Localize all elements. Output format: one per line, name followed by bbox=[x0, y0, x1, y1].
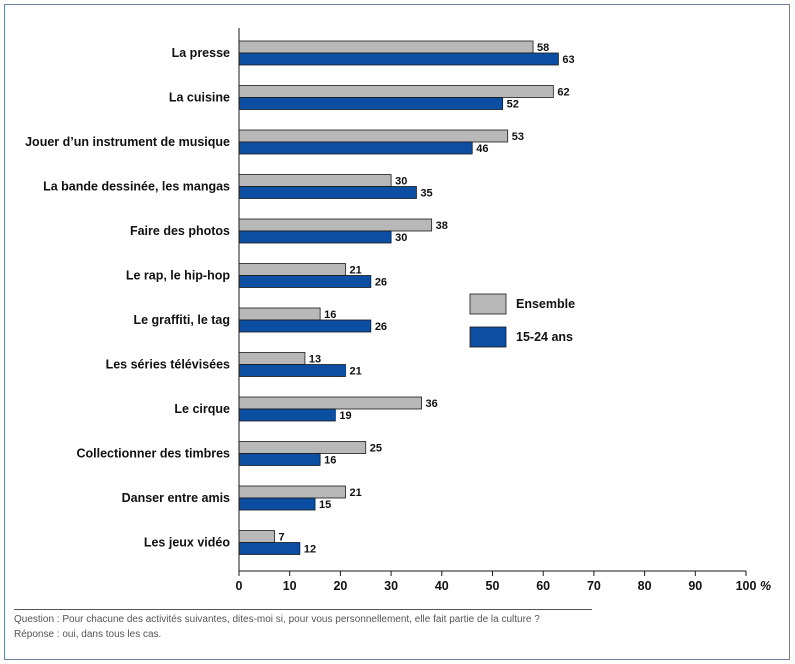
question-note: Question : Pour chacune des activités su… bbox=[14, 614, 540, 625]
bar-15-24 bbox=[238, 275, 372, 288]
data-label: 25 bbox=[370, 443, 382, 455]
data-label: 46 bbox=[476, 143, 488, 155]
data-label: 35 bbox=[420, 188, 432, 200]
data-label: 26 bbox=[375, 321, 387, 333]
data-label: 26 bbox=[375, 277, 387, 289]
category-label: Le rap, le hip-hop bbox=[126, 269, 231, 283]
legend: Ensemble 15-24 ans bbox=[469, 293, 575, 348]
data-label: 15 bbox=[319, 499, 331, 511]
x-tick-label: 50 bbox=[486, 579, 500, 593]
data-label: 21 bbox=[349, 487, 361, 499]
bar-ensemble bbox=[238, 396, 422, 410]
bar-15-24 bbox=[238, 542, 301, 555]
category-label: Danser entre amis bbox=[122, 491, 230, 505]
legend-swatch bbox=[469, 293, 507, 315]
category-label: Le cirque bbox=[174, 402, 230, 416]
bar-15-24 bbox=[238, 141, 473, 155]
bar-15-24 bbox=[238, 230, 392, 244]
x-tick-label: 20 bbox=[333, 579, 347, 593]
data-label: 30 bbox=[395, 232, 407, 244]
bar-15-24 bbox=[238, 97, 504, 110]
data-label: 12 bbox=[304, 544, 316, 556]
bar-15-24 bbox=[238, 52, 559, 66]
bar-15-24 bbox=[238, 453, 321, 466]
category-label: La presse bbox=[172, 46, 230, 60]
data-label: 21 bbox=[349, 366, 361, 378]
bar-ensemble bbox=[238, 441, 367, 454]
category-label: Les séries télévisées bbox=[106, 358, 230, 372]
x-tick-label: 90 bbox=[688, 579, 702, 593]
bar-ensemble bbox=[238, 174, 392, 187]
notes-divider bbox=[14, 609, 592, 610]
data-label: 21 bbox=[349, 265, 361, 277]
data-label: 38 bbox=[436, 220, 448, 232]
bar-15-24 bbox=[238, 319, 372, 333]
bar-ensemble bbox=[238, 40, 534, 54]
category-label: Jouer d’un instrument de musique bbox=[25, 135, 230, 149]
data-label: 63 bbox=[562, 54, 574, 66]
category-label: La cuisine bbox=[169, 91, 230, 105]
x-tick-label: 0 bbox=[236, 579, 243, 593]
category-label: La bande dessinée, les mangas bbox=[43, 180, 230, 194]
x-tick-label: 10 bbox=[283, 579, 297, 593]
notes: Question : Pour chacune des activités su… bbox=[14, 612, 714, 642]
x-tick-label: 60 bbox=[536, 579, 550, 593]
bar-ensemble bbox=[238, 218, 433, 232]
category-label: Faire des photos bbox=[130, 224, 230, 238]
data-label: 52 bbox=[507, 99, 519, 111]
category-label: Les jeux vidéo bbox=[144, 536, 231, 550]
bar-ensemble bbox=[238, 129, 509, 143]
legend-label: Ensemble bbox=[516, 297, 575, 311]
data-label: 19 bbox=[339, 410, 351, 422]
x-tick-label: 40 bbox=[435, 579, 449, 593]
legend-swatch bbox=[469, 326, 507, 348]
bar-chart: 58 63 62 52 53 46 30 35 38 30 21 26 16 26 13 21 36 19 25 16… bbox=[25, 28, 771, 593]
category-label: Collectionner des timbres bbox=[76, 447, 230, 461]
data-label: 7 bbox=[278, 532, 284, 544]
data-label: 53 bbox=[512, 131, 524, 143]
x-tick-label: 100 bbox=[736, 579, 757, 593]
bar-ensemble bbox=[238, 530, 275, 543]
x-tick-label: 70 bbox=[587, 579, 601, 593]
bar-15-24 bbox=[238, 408, 336, 422]
bar-ensemble bbox=[238, 485, 346, 499]
category-labels: La presse La cuisine Jouer d’un instrument… bbox=[25, 46, 230, 550]
bar-ensemble bbox=[238, 352, 306, 365]
x-tick-label: 30 bbox=[384, 579, 398, 593]
data-label: 16 bbox=[324, 309, 336, 321]
data-label: 58 bbox=[537, 42, 549, 54]
data-label: 16 bbox=[324, 455, 336, 467]
category-label: Le graffiti, le tag bbox=[133, 313, 230, 327]
x-unit-label: % bbox=[760, 579, 771, 593]
data-label: 62 bbox=[557, 87, 569, 99]
bar-ensemble bbox=[238, 263, 346, 276]
chart-frame bbox=[4, 4, 790, 660]
x-axis: 0 10 20 30 40 50 60 70 80 90 100% bbox=[236, 28, 771, 593]
data-label: 13 bbox=[309, 354, 321, 366]
legend-label: 15-24 ans bbox=[516, 330, 573, 344]
bar-15-24 bbox=[238, 364, 346, 377]
bar-15-24 bbox=[238, 186, 417, 199]
bar-ensemble bbox=[238, 85, 554, 98]
bar-15-24 bbox=[238, 497, 316, 511]
bar-ensemble bbox=[238, 307, 321, 321]
x-tick-label: 80 bbox=[638, 579, 652, 593]
bars-layer: 58 63 62 52 53 46 30 35 38 30 21 26 16 26 13 21 36 19 25 16… bbox=[238, 40, 575, 556]
data-label: 30 bbox=[395, 176, 407, 188]
data-label: 36 bbox=[426, 398, 438, 410]
response-note: Réponse : oui, dans tous les cas. bbox=[14, 629, 162, 640]
